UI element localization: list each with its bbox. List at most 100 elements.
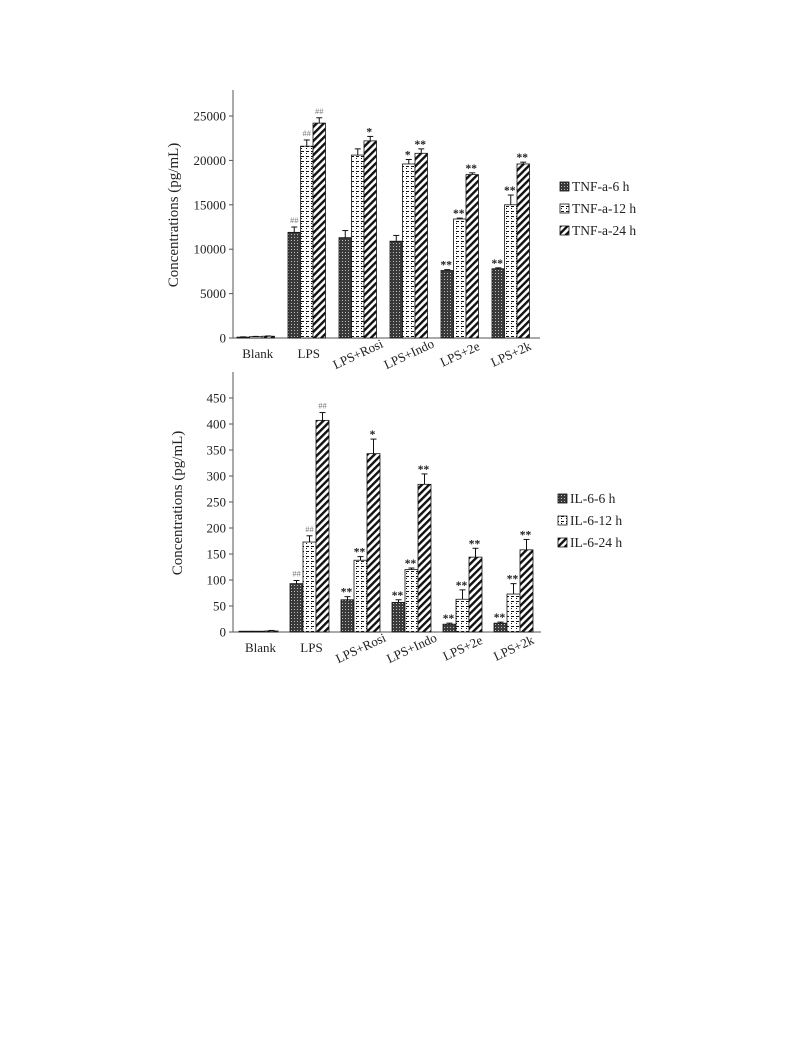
significance-label: ## xyxy=(318,401,327,411)
significance-label: ** xyxy=(405,558,417,570)
tnf-alpha-chart: 0 5000 10000 15000 20000 25000 Concentrations … xyxy=(166,90,636,372)
bar xyxy=(442,623,457,633)
legend-swatch xyxy=(557,493,568,504)
significance-label: ** xyxy=(415,139,427,151)
legend-swatch xyxy=(559,181,570,192)
y-tick-label: 450 xyxy=(207,391,227,406)
bar xyxy=(264,630,279,633)
legend-label: TNF-a-6 h xyxy=(572,179,630,194)
significance-label: ## xyxy=(303,128,312,138)
x-category-label: LPS+Rosi xyxy=(333,630,388,666)
y-tick-label: 25000 xyxy=(194,109,227,124)
x-category-label: LPS+2e xyxy=(438,338,483,369)
x-category-label: LPS+2k xyxy=(491,632,537,664)
bar xyxy=(287,231,301,339)
bar xyxy=(363,140,377,339)
y-tick-label: 5000 xyxy=(200,286,226,301)
bar xyxy=(414,152,428,339)
legend-label: IL-6-6 h xyxy=(570,491,616,506)
significance-label: ** xyxy=(456,580,468,592)
bar xyxy=(312,122,326,339)
bar xyxy=(315,419,330,633)
legend-swatch xyxy=(559,225,570,236)
y-tick-label: 400 xyxy=(207,417,227,432)
bar xyxy=(519,549,534,633)
bar xyxy=(391,601,406,633)
bar xyxy=(516,163,530,339)
bar xyxy=(468,556,483,633)
significance-label: ** xyxy=(507,574,519,586)
bar xyxy=(465,174,479,339)
y-tick-label: 150 xyxy=(207,547,227,562)
x-category-label: LPS xyxy=(298,346,320,361)
significance-label: ** xyxy=(492,258,504,270)
bar xyxy=(340,599,355,633)
y-tick-label: 200 xyxy=(207,521,227,536)
significance-label: ## xyxy=(315,106,324,116)
bar xyxy=(453,218,467,339)
bar xyxy=(351,154,365,339)
bar xyxy=(300,145,314,339)
bar xyxy=(404,569,419,633)
legend-label: TNF-a-12 h xyxy=(572,201,636,216)
legend-label: IL-6-24 h xyxy=(570,535,622,550)
legend-label: TNF-a-24 h xyxy=(572,223,636,238)
bar xyxy=(493,622,508,633)
x-category-label: LPS+Indo xyxy=(381,336,436,372)
y-axis-title: Concentrations (pg/mL) xyxy=(166,143,182,288)
significance-label: ** xyxy=(418,464,430,476)
bar xyxy=(504,204,518,339)
bar xyxy=(338,237,352,339)
bar xyxy=(289,583,304,633)
legend-swatch xyxy=(559,203,570,214)
y-tick-label: 0 xyxy=(220,625,227,640)
x-category-label: Blank xyxy=(242,346,274,361)
bar xyxy=(302,541,317,633)
bar xyxy=(251,630,266,633)
bar xyxy=(238,630,253,633)
significance-label: ** xyxy=(392,590,404,602)
y-axis-title: Concentrations (pg/mL) xyxy=(170,431,186,576)
significance-label: ** xyxy=(354,547,366,559)
x-category-label: LPS+Rosi xyxy=(330,336,385,372)
significance-label: ## xyxy=(305,524,314,534)
bar xyxy=(455,598,470,633)
bar xyxy=(366,453,381,633)
significance-label: ** xyxy=(469,538,481,550)
il-6-chart: 0 50 100 150 200 250 300 350 400 450 Concentration… xyxy=(170,372,622,666)
legend-swatch xyxy=(557,515,568,526)
y-tick-label: 10000 xyxy=(194,242,227,257)
bar xyxy=(402,163,416,339)
significance-label: ## xyxy=(290,215,299,225)
x-category-label: LPS+2k xyxy=(488,338,534,370)
y-tick-label: 300 xyxy=(207,469,227,484)
y-tick-label: 20000 xyxy=(194,153,227,168)
bar xyxy=(389,240,403,339)
significance-label: ** xyxy=(466,163,478,175)
legend-label: IL-6-12 h xyxy=(570,513,622,528)
y-tick-label: 0 xyxy=(220,331,227,346)
x-category-label: Blank xyxy=(245,640,277,655)
x-category-label: LPS+Indo xyxy=(384,630,439,666)
y-tick-label: 250 xyxy=(207,495,227,510)
significance-label: ** xyxy=(341,587,353,599)
significance-label: ## xyxy=(292,569,301,579)
significance-label: * xyxy=(370,429,376,441)
x-category-label: LPS+2e xyxy=(440,632,485,663)
significance-label: ** xyxy=(520,529,532,541)
significance-label: * xyxy=(405,150,411,162)
legend-swatch xyxy=(557,537,568,548)
bar xyxy=(261,335,275,339)
x-category-label: LPS xyxy=(300,640,322,655)
bar xyxy=(417,483,432,633)
significance-label: ** xyxy=(504,185,516,197)
bar xyxy=(506,593,521,633)
significance-label: ** xyxy=(453,208,465,220)
significance-label: ** xyxy=(443,613,455,625)
y-tick-label: 50 xyxy=(213,599,226,614)
bar xyxy=(491,268,505,339)
y-tick-label: 100 xyxy=(207,573,227,588)
bar xyxy=(440,270,454,339)
y-tick-label: 350 xyxy=(207,443,227,458)
y-tick-label: 15000 xyxy=(194,197,227,212)
